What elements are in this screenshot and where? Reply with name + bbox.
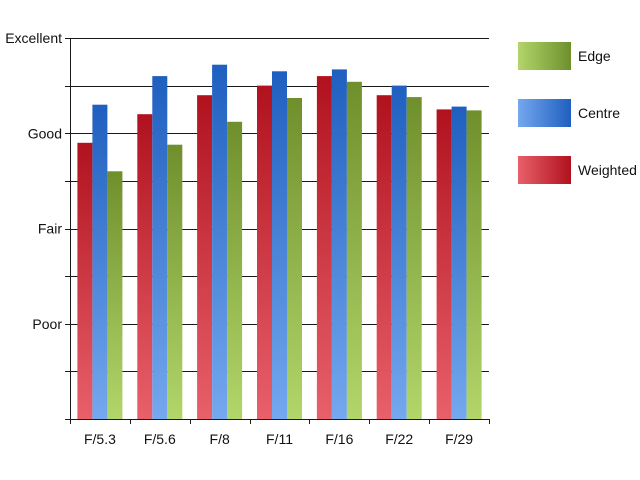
x-tick-label-f-22: F/22: [385, 431, 413, 447]
bar-edge-f-22: [406, 97, 422, 419]
y-tick-labels: Poor Fair Good Excellent: [5, 30, 62, 332]
y-tick-label-poor: Poor: [32, 316, 62, 332]
legend-item-weighted: Weighted: [518, 156, 638, 213]
x-tick-label-f-8: F/8: [210, 431, 230, 447]
bar-weighted-f-16: [316, 76, 332, 419]
bar-weighted-f-5-6: [137, 114, 153, 419]
x-tick-label-f-16: F/16: [325, 431, 353, 447]
x-tick-label-f-5-3: F/5.3: [84, 431, 116, 447]
bar-edge-f-5-6: [167, 144, 183, 419]
legend-label-centre: Centre: [578, 105, 621, 121]
bar-centre-f-11: [272, 71, 287, 420]
bar-centre-f-8: [212, 64, 228, 419]
legend-swatch-edge: [518, 42, 571, 70]
bar-edge-f-16: [346, 81, 362, 420]
x-tick-label-f-5-6: F/5.6: [144, 431, 176, 447]
bar-weighted-f-8: [197, 95, 213, 419]
legend-swatch-weighted: [518, 156, 571, 184]
bar-centre-f-5-6: [152, 76, 168, 419]
legend-label-edge: Edge: [578, 48, 611, 64]
bar-weighted-f-5-3: [77, 142, 93, 420]
bar-centre-f-29: [451, 106, 467, 419]
legend-label-weighted: Weighted: [578, 162, 637, 178]
bar-edge-f-29: [466, 110, 482, 420]
bar-centre-f-22: [391, 85, 407, 419]
legend-swatch-centre: [518, 99, 571, 127]
bar-weighted-f-29: [436, 109, 452, 420]
bar-edge-f-5-3: [107, 171, 123, 419]
legend-item-edge: Edge: [518, 42, 638, 99]
bar-edge-f-8: [227, 121, 243, 420]
y-tick-label-fair: Fair: [38, 221, 62, 237]
bars: [77, 64, 482, 420]
x-tick-label-f-29: F/29: [445, 431, 473, 447]
legend: Edge Centre Weighted: [518, 42, 638, 213]
bar-weighted-f-22: [376, 95, 392, 419]
y-tick-label-excellent: Excellent: [5, 30, 62, 46]
axes: [65, 38, 490, 424]
y-tick-label-good: Good: [28, 125, 62, 141]
bar-centre-f-5-3: [92, 104, 108, 419]
bar-centre-f-16: [331, 69, 347, 420]
bar-edge-f-11: [287, 98, 302, 419]
x-tick-label-f-11: F/11: [266, 431, 293, 447]
x-tick-labels: F/5.3 F/5.6 F/8 F/11 F/16 F/22 F/29: [84, 431, 473, 447]
bar-weighted-f-11: [257, 85, 272, 419]
legend-item-centre: Centre: [518, 99, 638, 156]
